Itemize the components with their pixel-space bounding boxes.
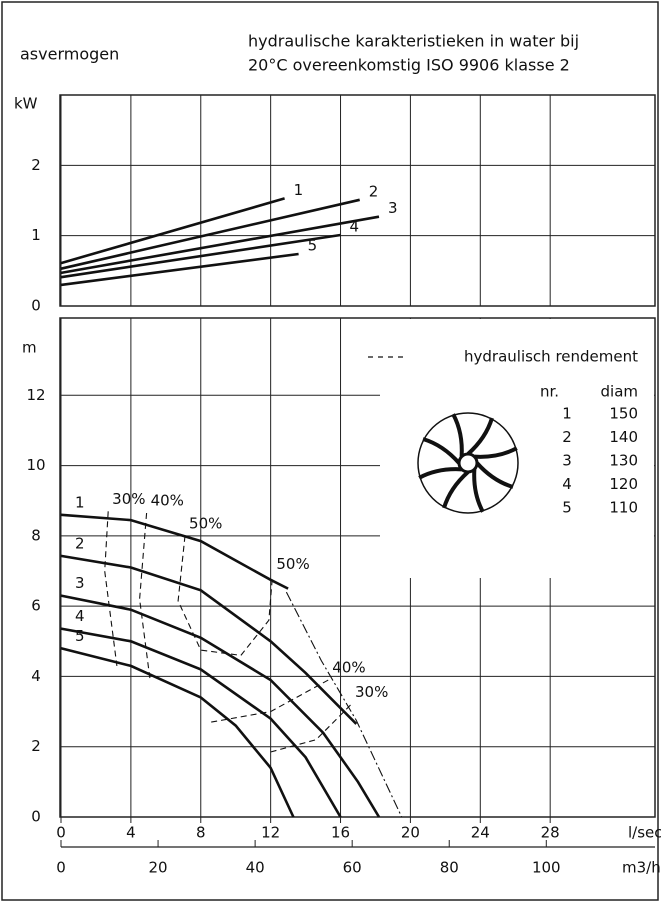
curve-label: 1 (294, 181, 304, 199)
curve (60, 594, 381, 818)
curve (60, 198, 360, 270)
table-cell: 130 (609, 452, 638, 470)
x2-tick-label: 0 (56, 859, 66, 877)
table-cell: 4 (562, 475, 572, 493)
y-unit: kW (14, 95, 38, 113)
curve (60, 215, 380, 275)
curve-label: 5 (308, 236, 318, 254)
x2-axis-label: m3/h (622, 859, 661, 877)
table-cell: 5 (562, 499, 572, 517)
efficiency-label: 50% (189, 514, 222, 532)
table-header: nr. (540, 383, 559, 401)
x-tick-label: 20 (401, 824, 420, 842)
y-tick-label: 12 (26, 386, 45, 404)
efficiency-curve (104, 511, 118, 666)
curve-label: 2 (369, 182, 379, 200)
table-cell: 150 (609, 405, 638, 423)
curve (60, 647, 295, 818)
curve-label: 1 (75, 493, 85, 511)
table-cell: 2 (562, 428, 572, 446)
efficiency-curve (270, 704, 352, 753)
curve (60, 554, 358, 725)
curve-label: 2 (75, 534, 85, 552)
curve-label: 4 (350, 217, 360, 235)
efficiency-curve (177, 535, 241, 656)
title-line: hydraulische karakteristieken in water b… (248, 32, 579, 51)
legend-title: hydraulisch rendement (464, 348, 638, 366)
x-tick-label: 8 (196, 824, 206, 842)
x-tick-label: 12 (261, 824, 280, 842)
x-tick-label: 28 (541, 824, 560, 842)
table-cell: 110 (609, 499, 638, 517)
efficiency-curve (285, 591, 403, 818)
y-tick-label: 4 (31, 667, 41, 685)
efficiency-curve (139, 512, 151, 681)
y-tick-label: 8 (31, 526, 41, 544)
x2-tick-label: 40 (246, 859, 265, 877)
y-unit: m (22, 339, 37, 357)
x-tick-label: 0 (56, 824, 66, 842)
y-tick-label: 1 (31, 226, 41, 244)
table-header: diam (601, 383, 639, 401)
efficiency-label: 30% (112, 490, 145, 508)
legend-background (380, 319, 654, 578)
x2-tick-label: 20 (149, 859, 168, 877)
x-axis-label: l/sec (628, 824, 661, 842)
curve (60, 233, 341, 279)
efficiency-label: 50% (276, 555, 309, 573)
impeller-icon (417, 412, 519, 514)
table-cell: 1 (562, 405, 572, 423)
curve-label: 4 (75, 607, 85, 625)
x-tick-label: 4 (126, 824, 136, 842)
x-tick-label: 16 (331, 824, 350, 842)
curve (60, 252, 299, 287)
table-cell: 120 (609, 475, 638, 493)
power-axis-title: asvermogen (20, 45, 119, 64)
curve (60, 513, 289, 590)
table-cell: 3 (562, 452, 572, 470)
y-tick-label: 0 (31, 808, 41, 826)
x2-tick-label: 100 (532, 859, 561, 877)
efficiency-curve (211, 679, 329, 723)
curve-label: 5 (75, 627, 85, 645)
x-tick-label: 24 (471, 824, 490, 842)
y-tick-label: 2 (31, 737, 41, 755)
curve (60, 197, 285, 265)
y-tick-label: 2 (31, 156, 41, 174)
curve-label: 3 (388, 199, 398, 217)
efficiency-label: 30% (355, 683, 388, 701)
x2-tick-label: 60 (343, 859, 362, 877)
legend: hydraulisch rendement nr. diam (368, 348, 638, 401)
y-tick-label: 6 (31, 597, 41, 615)
efficiency-label: 40% (151, 492, 184, 510)
title-line: 20°C overeenkomstig ISO 9906 klasse 2 (248, 56, 570, 75)
curve-label: 3 (75, 574, 85, 592)
y-tick-label: 10 (26, 456, 45, 474)
x2-tick-label: 80 (440, 859, 459, 877)
table-cell: 140 (609, 428, 638, 446)
efficiency-label: 40% (332, 658, 365, 676)
efficiency-curve (240, 576, 273, 656)
curve (60, 627, 342, 818)
y-tick-label: 0 (31, 297, 41, 315)
